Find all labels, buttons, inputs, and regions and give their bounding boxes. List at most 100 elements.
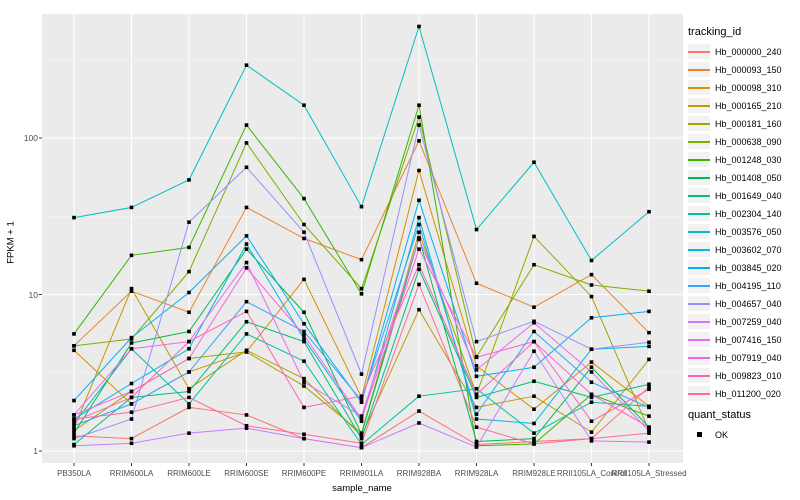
data-point <box>532 394 536 398</box>
data-point <box>474 364 479 368</box>
legend-key-line-icon <box>688 170 710 185</box>
data-point <box>187 405 191 410</box>
data-point <box>244 350 249 354</box>
data-point <box>532 349 536 354</box>
data-point <box>72 443 76 448</box>
data-point <box>359 257 364 262</box>
legend-item: Hb_000093_150 <box>688 62 800 77</box>
data-point <box>359 398 364 403</box>
legend-item-label: Hb_011200_020 <box>715 388 781 399</box>
data-point <box>129 289 134 293</box>
data-point <box>417 222 421 227</box>
data-point <box>302 376 306 381</box>
data-point <box>359 372 364 376</box>
data-point <box>244 299 249 304</box>
x-tick-label: RRIM600PE <box>281 469 327 478</box>
legend-key-line-icon <box>688 98 710 113</box>
data-point <box>589 436 594 441</box>
data-point <box>302 230 306 235</box>
data-point <box>302 321 306 326</box>
data-point <box>647 340 651 345</box>
data-point <box>589 430 594 434</box>
legend-item-label: Hb_000093_150 <box>715 64 782 75</box>
data-point <box>532 431 536 435</box>
data-point <box>417 24 421 29</box>
legend-item-label: Hb_004195_110 <box>715 280 781 291</box>
legend-items: Hb_000000_240 Hb_000093_150 Hb_000098_310 H… <box>688 44 800 401</box>
data-point <box>302 236 306 241</box>
data-point <box>647 309 651 314</box>
data-point <box>72 398 76 403</box>
data-point <box>244 63 249 67</box>
data-point <box>302 329 306 334</box>
data-point <box>244 123 249 127</box>
legend-item: Hb_000000_240 <box>688 44 800 59</box>
legend-item-label: Hb_000098_310 <box>715 82 782 93</box>
data-point <box>244 413 249 417</box>
data-point <box>187 389 191 394</box>
data-point <box>589 347 594 352</box>
y-axis-title: FPKM + 1 <box>5 221 17 264</box>
x-tick-label: RRIM600LA <box>109 469 154 478</box>
data-point <box>302 310 306 315</box>
data-point <box>187 245 191 250</box>
x-tick-label: RRII105LA_Control <box>556 469 627 478</box>
data-point <box>589 283 594 287</box>
data-point <box>244 260 249 265</box>
legend-item-label: Hb_000181_160 <box>715 118 782 129</box>
data-point <box>129 417 134 421</box>
data-point <box>532 305 536 309</box>
data-point <box>187 329 191 334</box>
data-point <box>474 281 479 286</box>
data-point <box>474 425 479 429</box>
legend-item: Hb_003845_020 <box>688 260 800 275</box>
data-point <box>72 436 76 441</box>
data-point <box>532 407 536 411</box>
legend-key-line-icon <box>688 314 710 329</box>
data-point <box>474 374 479 379</box>
data-point <box>474 412 479 416</box>
data-point <box>187 402 191 406</box>
data-point <box>647 431 651 435</box>
data-point <box>302 333 306 337</box>
legend-key-line-icon <box>688 44 710 59</box>
black-square-icon <box>688 427 710 442</box>
legend-key-line-icon <box>688 62 710 77</box>
legend-key-line-icon <box>688 188 710 203</box>
data-point <box>72 348 76 353</box>
data-point <box>72 428 76 433</box>
data-point <box>532 339 536 344</box>
data-point <box>72 419 76 424</box>
x-tick-label: RRII105LA_Stressed <box>611 469 687 478</box>
data-point <box>417 394 421 398</box>
x-tick-label: PB350LA <box>57 469 91 478</box>
legend-key-line-icon <box>688 332 710 347</box>
data-point <box>647 440 651 444</box>
data-point <box>72 332 76 336</box>
legend-key-line-icon <box>688 134 710 149</box>
data-point <box>302 277 306 282</box>
data-point <box>129 253 134 258</box>
data-point <box>302 337 306 341</box>
data-point <box>187 386 191 391</box>
data-point <box>129 410 134 414</box>
legend-item-label: Hb_004657_040 <box>715 298 782 309</box>
data-point <box>417 230 421 235</box>
x-tick-label: RRIM901LA <box>339 469 384 478</box>
data-point <box>72 417 76 421</box>
y-axis-tick-labels: 1 10 100 <box>0 0 40 500</box>
data-point <box>589 315 594 320</box>
data-point <box>187 339 191 344</box>
data-point <box>359 419 364 424</box>
legend-item: Hb_007416_150 <box>688 332 800 347</box>
data-point <box>532 442 536 446</box>
data-point <box>417 138 421 143</box>
data-point <box>129 389 134 394</box>
data-point <box>359 441 364 446</box>
data-point <box>589 294 594 299</box>
legend-key-line-icon <box>688 296 710 311</box>
legend-key-line-icon <box>688 350 710 365</box>
data-point <box>474 339 479 344</box>
x-axis-title: sample_name <box>332 483 392 494</box>
